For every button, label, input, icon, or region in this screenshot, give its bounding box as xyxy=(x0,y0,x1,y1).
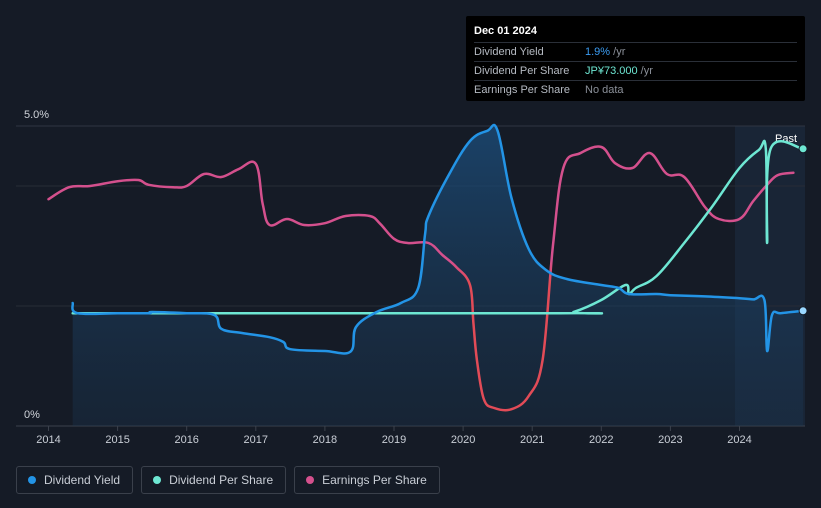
legend-dot-icon xyxy=(306,476,315,484)
series-lines xyxy=(47,123,805,412)
earnings-per-share-line[interactable] xyxy=(47,145,795,412)
tooltip-label: Dividend Per Share xyxy=(474,65,570,77)
x-tick-label: 2015 xyxy=(105,434,129,446)
tooltip-value: 1.9% xyxy=(585,46,611,58)
legend-dot-icon xyxy=(153,476,162,484)
legend-dot-icon xyxy=(28,476,36,484)
y-label-top: 5.0% xyxy=(24,109,49,121)
legend-label: Earnings Per Share xyxy=(322,473,427,487)
x-tick-label: 2020 xyxy=(451,434,475,446)
x-tick-label: 2019 xyxy=(382,434,406,446)
x-tick-label: 2022 xyxy=(589,434,613,446)
x-axis-ticks: 2014 2015 2016 2017 2018 2019 2020 2021 2022 2023… xyxy=(36,426,752,446)
x-tick-label: 2017 xyxy=(244,434,268,446)
x-tick-label: 2014 xyxy=(36,434,60,446)
x-tick-label: 2024 xyxy=(727,434,751,446)
dividend-yield-end-marker[interactable] xyxy=(798,306,808,316)
tooltip-row-dividend-per-share: Dividend Per Share JP¥73.000 /yr xyxy=(474,61,797,80)
chart-legend: Dividend Yield Dividend Per Share Earnin… xyxy=(16,466,440,494)
dividend-yield-area xyxy=(72,124,804,426)
x-tick-label: 2023 xyxy=(658,434,682,446)
tooltip-suffix: /yr xyxy=(637,65,653,77)
legend-dividend-yield[interactable]: Dividend Yield xyxy=(16,466,134,494)
tooltip-value: No data xyxy=(585,84,624,96)
y-label-bottom: 0% xyxy=(24,409,40,421)
x-tick-label: 2016 xyxy=(174,434,198,446)
tooltip-row-dividend-yield: Dividend Yield 1.9% /yr xyxy=(474,42,797,61)
dividend-per-share-line[interactable] xyxy=(71,139,805,315)
tooltip-label: Dividend Yield xyxy=(474,46,544,58)
dividend-per-share-end-marker[interactable] xyxy=(798,144,808,154)
legend-earnings-per-share[interactable]: Earnings Per Share xyxy=(294,466,440,494)
tooltip-value: JP¥73.000 xyxy=(585,65,638,77)
tooltip-date: Dec 01 2024 xyxy=(474,25,537,37)
legend-dividend-per-share[interactable]: Dividend Per Share xyxy=(141,466,287,494)
hover-tooltip: Dec 01 2024 Dividend Yield 1.9% /yr Divi… xyxy=(466,16,805,101)
x-tick-label: 2021 xyxy=(520,434,544,446)
legend-label: Dividend Yield xyxy=(44,473,121,487)
x-tick-label: 2018 xyxy=(313,434,337,446)
dividend-yield-line[interactable] xyxy=(71,123,805,355)
tooltip-suffix: /yr xyxy=(610,46,626,58)
tooltip-row-earnings-per-share: Earnings Per Share No data xyxy=(474,80,797,99)
legend-label: Dividend Per Share xyxy=(169,473,274,487)
tooltip-label: Earnings Per Share xyxy=(474,84,570,96)
